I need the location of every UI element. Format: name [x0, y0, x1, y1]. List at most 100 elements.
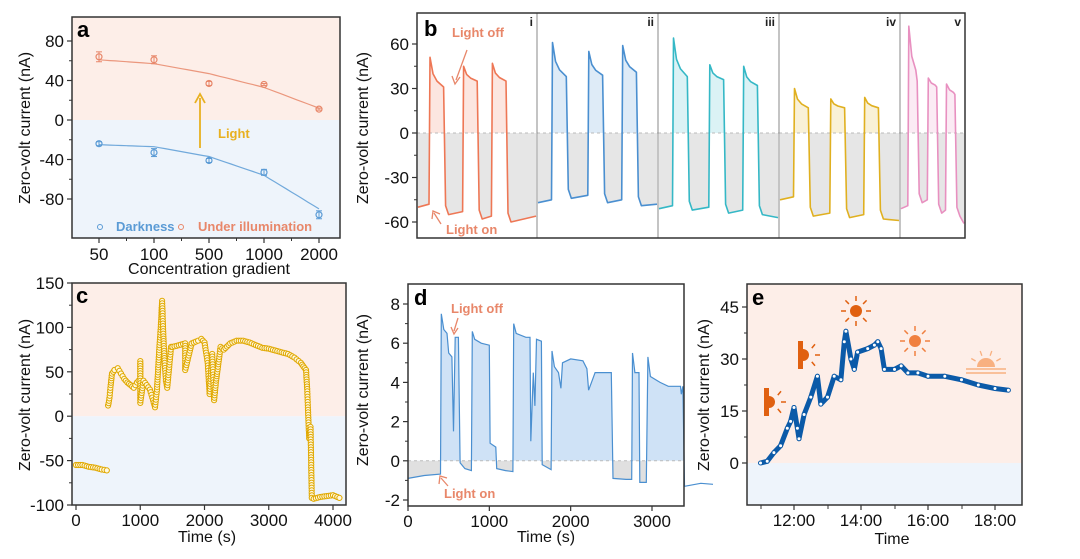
- sun-ray: [777, 408, 782, 414]
- light-on-label: Light on: [446, 222, 497, 237]
- data-point: [796, 436, 802, 442]
- data-point: [865, 346, 871, 352]
- data-point: [260, 168, 268, 176]
- data-point: [808, 394, 814, 400]
- x-tick-label: 0: [403, 512, 412, 531]
- x-tick-label: 3000: [250, 511, 288, 530]
- sun-ray: [989, 350, 993, 356]
- data-point: [992, 386, 998, 391]
- sun-ray: [862, 317, 868, 323]
- legend-marker-darkness: [97, 224, 103, 230]
- y-axis-label: Zero-volt current (nA): [355, 314, 372, 466]
- subpanel-label: i: [530, 15, 533, 29]
- y-tick-label: -2: [385, 491, 400, 510]
- positive-fill: [538, 42, 657, 133]
- light-off-arrow-head: [451, 75, 461, 86]
- data-point: [818, 401, 824, 407]
- y-tick-label: 0: [391, 452, 400, 471]
- sun-ray: [921, 347, 927, 353]
- light-on-arrow: [433, 212, 442, 225]
- light-off-arrow: [453, 317, 459, 332]
- sun-ray: [970, 357, 976, 362]
- data-point: [875, 339, 881, 345]
- light-on-arrow: [440, 477, 449, 487]
- light-on-arrow-head: [438, 475, 448, 485]
- light-off-label: Light off: [452, 25, 505, 40]
- plot-frame: [407, 283, 685, 507]
- data-point: [95, 53, 103, 61]
- y-tick-label: 60: [390, 35, 409, 54]
- sun-ray: [844, 299, 850, 305]
- data-point: [336, 494, 343, 501]
- sun-ray: [979, 350, 983, 356]
- subpanel-label: iv: [886, 15, 896, 29]
- x-tick-label: 2000: [186, 511, 224, 530]
- y-axis-label: Zero-volt current (nA): [17, 319, 34, 471]
- y-tick-label: -50: [39, 452, 64, 471]
- data-point: [771, 450, 777, 456]
- x-axis-label: Concentration gradient: [128, 261, 290, 278]
- x-tick-label: 500: [195, 245, 223, 264]
- sun-ray: [811, 361, 816, 367]
- x-axis-label: Time: [875, 531, 910, 548]
- light-off-arrow: [455, 49, 468, 81]
- panel-letter: d: [414, 285, 427, 310]
- negative-region: [747, 463, 1022, 505]
- y-tick-label: 6: [391, 334, 400, 353]
- data-point: [788, 418, 794, 424]
- data-point: [205, 156, 213, 165]
- y-tick-label: 2: [391, 413, 400, 432]
- subpanel-ii: ii: [536, 13, 658, 238]
- current-trace: [779, 87, 900, 222]
- y-axis-label: Zero-volt current (nA): [17, 52, 34, 204]
- x-tick-label: 1000: [245, 245, 283, 264]
- sunrise-low-icon: [764, 388, 786, 416]
- sun-half: [803, 349, 809, 361]
- plot-frame: [416, 12, 966, 239]
- data-point: [150, 148, 158, 157]
- positive-fill: [780, 88, 899, 133]
- x-tick-label: 16:00: [907, 511, 950, 530]
- fit-curve-0: [98, 144, 320, 210]
- light-arrow-head: [194, 92, 206, 104]
- data-point: [838, 377, 844, 383]
- data-point: [801, 412, 807, 417]
- data-point: [959, 377, 964, 383]
- data-point: [778, 443, 784, 449]
- y-tick-label: 100: [36, 318, 64, 337]
- panel-letter: a: [77, 17, 90, 42]
- current-trace: [417, 56, 537, 223]
- x-tick-label: 1000: [470, 512, 508, 531]
- x-tick-label: 50: [90, 245, 109, 264]
- data-point: [1005, 387, 1011, 393]
- sun-ray: [777, 390, 782, 396]
- y-tick-label: 80: [45, 32, 64, 51]
- data-point: [841, 339, 847, 345]
- data-point: [784, 425, 790, 431]
- data-point: [791, 405, 797, 410]
- y-tick-label: 0: [730, 454, 739, 473]
- light-on-arrow-head: [431, 210, 441, 220]
- legend-illumination: Under illumination: [198, 219, 312, 234]
- data-point: [205, 79, 213, 88]
- y-tick-label: 30: [390, 80, 409, 99]
- data-point: [764, 458, 770, 464]
- x-tick-label: 4000: [314, 511, 352, 530]
- subpanel-i: i: [417, 15, 537, 223]
- data-point: [942, 373, 948, 379]
- data-point: [898, 363, 904, 369]
- y-tick-label: 45: [720, 298, 739, 317]
- y-tick-label: 40: [45, 72, 64, 91]
- data-point: [851, 366, 857, 372]
- x-tick-label: 2000: [300, 245, 338, 264]
- subpanel-label: ii: [647, 15, 654, 29]
- horizon-bar: [798, 341, 803, 369]
- y-tick-label: -30: [384, 169, 409, 188]
- data-point: [794, 425, 800, 431]
- y-tick-label: 0: [400, 124, 409, 143]
- data-point: [848, 356, 854, 362]
- data-point: [871, 342, 877, 348]
- y-axis-label: Zero-volt current (nA): [696, 319, 713, 471]
